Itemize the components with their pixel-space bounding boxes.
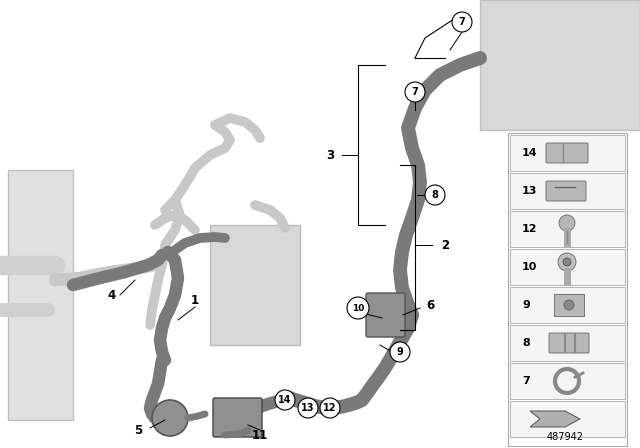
Text: 12: 12 (323, 403, 337, 413)
Text: 10: 10 (522, 262, 538, 272)
Text: 9: 9 (397, 347, 403, 357)
Text: 3: 3 (326, 148, 334, 161)
Text: 1: 1 (191, 293, 199, 306)
Circle shape (564, 300, 574, 310)
Text: 7: 7 (412, 87, 419, 97)
Text: 10: 10 (352, 303, 364, 313)
Circle shape (347, 297, 369, 319)
FancyBboxPatch shape (366, 293, 405, 337)
Circle shape (275, 390, 295, 410)
FancyBboxPatch shape (510, 287, 625, 323)
FancyBboxPatch shape (510, 401, 625, 437)
Text: 7: 7 (459, 17, 465, 27)
Circle shape (452, 12, 472, 32)
FancyBboxPatch shape (8, 170, 73, 420)
Text: 13: 13 (522, 186, 538, 196)
FancyBboxPatch shape (546, 181, 586, 201)
FancyBboxPatch shape (510, 211, 625, 247)
Text: 4: 4 (108, 289, 116, 302)
Text: 2: 2 (441, 238, 449, 251)
Text: 13: 13 (301, 403, 315, 413)
FancyBboxPatch shape (213, 398, 262, 437)
FancyBboxPatch shape (510, 363, 625, 399)
FancyBboxPatch shape (210, 225, 300, 345)
Polygon shape (530, 411, 580, 427)
FancyBboxPatch shape (549, 333, 589, 353)
Circle shape (558, 253, 576, 271)
Circle shape (425, 185, 445, 205)
Circle shape (320, 398, 340, 418)
Circle shape (563, 258, 571, 266)
FancyBboxPatch shape (480, 0, 640, 130)
Text: 487942: 487942 (547, 432, 584, 442)
Circle shape (559, 215, 575, 231)
Circle shape (405, 82, 425, 102)
Text: 8: 8 (431, 190, 438, 200)
Text: 5: 5 (134, 423, 142, 436)
FancyBboxPatch shape (510, 135, 625, 171)
FancyBboxPatch shape (510, 173, 625, 209)
Text: 12: 12 (522, 224, 538, 234)
Circle shape (298, 398, 318, 418)
FancyBboxPatch shape (510, 325, 625, 361)
Text: 9: 9 (522, 300, 530, 310)
Text: 6: 6 (426, 298, 434, 311)
FancyBboxPatch shape (508, 133, 627, 446)
Text: 11: 11 (252, 428, 268, 441)
Circle shape (152, 400, 188, 436)
Text: 8: 8 (522, 338, 530, 348)
Text: 7: 7 (522, 376, 530, 386)
FancyBboxPatch shape (554, 294, 584, 316)
FancyBboxPatch shape (510, 249, 625, 285)
FancyBboxPatch shape (546, 143, 588, 163)
Text: 14: 14 (278, 395, 292, 405)
Text: 14: 14 (522, 148, 538, 158)
Circle shape (390, 342, 410, 362)
